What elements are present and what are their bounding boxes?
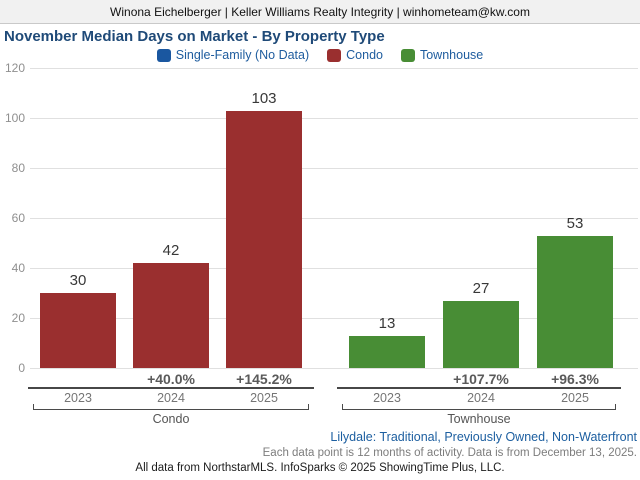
legend-label-condo: Condo bbox=[346, 48, 383, 62]
bar-townhouse-2023[interactable] bbox=[349, 335, 425, 368]
gridline-20 bbox=[30, 318, 638, 319]
x-axis-line-condo bbox=[28, 387, 314, 389]
bar-value-condo-2025: 103 bbox=[251, 89, 277, 107]
group-label-townhouse: Townhouse bbox=[447, 412, 511, 426]
legend-item-single-family[interactable]: Single-Family (No Data) bbox=[156, 48, 310, 62]
bar-value-condo-2024: 42 bbox=[162, 242, 180, 259]
y-axis-tick-120: 120 bbox=[4, 61, 25, 75]
bar-condo-2023[interactable] bbox=[40, 293, 116, 368]
y-axis-tick-60: 60 bbox=[11, 211, 25, 225]
legend-item-townhouse[interactable]: Townhouse bbox=[400, 48, 484, 62]
x-axis-line-townhouse bbox=[337, 387, 621, 389]
pct-change-townhouse-2025: +96.3% bbox=[551, 371, 599, 387]
bar-value-townhouse-2024: 27 bbox=[472, 279, 490, 297]
gridline-80 bbox=[30, 168, 638, 169]
group-label-condo: Condo bbox=[152, 412, 190, 426]
x-axis-label-condo-2023: 2023 bbox=[64, 391, 92, 405]
group-bracket-condo bbox=[33, 404, 309, 410]
search-filter-summary: Lilydale: Traditional, Previously Owned,… bbox=[330, 430, 637, 444]
y-axis-tick-80: 80 bbox=[11, 161, 25, 175]
x-axis-label-townhouse-2024: 2024 bbox=[467, 391, 495, 405]
pct-change-condo-2025: +145.2% bbox=[236, 371, 292, 387]
bar-townhouse-2025[interactable] bbox=[537, 235, 613, 368]
legend-swatch-condo-icon bbox=[327, 48, 342, 62]
bar-townhouse-2024[interactable] bbox=[443, 300, 519, 368]
legend-swatch-single-family-icon bbox=[156, 48, 171, 62]
x-axis-label-condo-2025: 2025 bbox=[250, 391, 278, 405]
bar-condo-2024[interactable] bbox=[133, 263, 209, 368]
chart-legend: Single-Family (No Data) Condo Townhouse bbox=[0, 47, 640, 63]
gridline-0 bbox=[30, 368, 638, 369]
data-date-note: Each data point is 12 months of activity… bbox=[262, 447, 637, 459]
pct-change-townhouse-2024: +107.7% bbox=[453, 371, 509, 387]
legend-label-townhouse: Townhouse bbox=[419, 48, 484, 62]
y-axis-tick-20: 20 bbox=[11, 311, 25, 325]
legend-swatch-townhouse-icon bbox=[400, 48, 415, 62]
bar-value-townhouse-2023: 13 bbox=[378, 314, 396, 332]
y-axis-tick-100: 100 bbox=[4, 111, 25, 125]
group-bracket-townhouse bbox=[342, 404, 616, 410]
y-axis-tick-0: 0 bbox=[18, 361, 25, 375]
x-axis-label-townhouse-2023: 2023 bbox=[373, 391, 401, 405]
data-attribution: All data from NorthstarMLS. InfoSparks ©… bbox=[135, 462, 505, 474]
gridline-60 bbox=[30, 218, 638, 219]
header-bar: Winona Eichelberger | Keller Williams Re… bbox=[0, 0, 640, 24]
y-axis-tick-40: 40 bbox=[11, 261, 25, 275]
bar-value-condo-2023: 30 bbox=[69, 272, 87, 289]
x-axis-label-condo-2024: 2024 bbox=[157, 391, 185, 405]
gridline-40 bbox=[30, 268, 638, 269]
pct-change-condo-2024: +40.0% bbox=[147, 371, 195, 387]
gridline-120 bbox=[30, 68, 638, 69]
page-title: November Median Days on Market - By Prop… bbox=[4, 28, 385, 45]
gridline-100 bbox=[30, 118, 638, 119]
legend-label-single-family: Single-Family (No Data) bbox=[175, 48, 310, 62]
legend-item-condo[interactable]: Condo bbox=[327, 48, 383, 62]
x-axis-label-townhouse-2025: 2025 bbox=[561, 391, 589, 405]
header-contact: Winona Eichelberger | Keller Williams Re… bbox=[110, 4, 530, 19]
bar-condo-2025[interactable] bbox=[226, 110, 302, 368]
bar-value-townhouse-2025: 53 bbox=[566, 214, 584, 232]
